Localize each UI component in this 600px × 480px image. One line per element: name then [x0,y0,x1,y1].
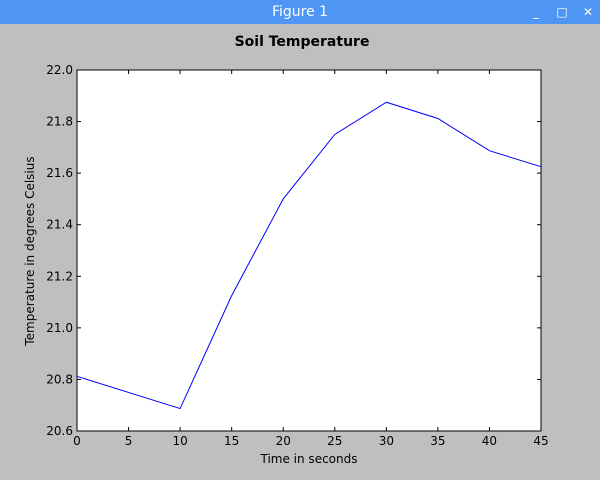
x-tick-label: 25 [327,434,342,448]
x-axis-ticks: 0 5 10 15 20 25 30 35 40 45 [73,70,549,448]
chart-title: Soil Temperature [235,34,370,50]
y-tick-label: 20.8 [46,372,73,386]
x-tick-label: 20 [276,434,291,448]
x-tick-label: 0 [73,434,81,448]
y-axis-ticks: 20.6 20.8 21.0 21.2 21.4 21.6 21.8 22.0 [46,63,541,438]
x-tick-label: 5 [125,434,133,448]
y-tick-label: 22.0 [46,63,73,77]
window-title: Figure 1 [271,4,329,20]
x-tick-label: 40 [482,434,497,448]
x-tick-label: 45 [533,434,548,448]
x-axis-label: Time in seconds [260,452,358,466]
y-tick-label: 20.6 [46,424,73,438]
figure-canvas: Soil Temperature 0 5 10 15 20 25 30 35 40 45 20.6… [3,25,597,476]
y-tick-label: 21.2 [46,269,73,283]
minimize-button[interactable]: _ [533,5,539,19]
chart-svg: Soil Temperature 0 5 10 15 20 25 30 35 40 45 20.6… [23,34,549,466]
window-controls: _ □ ✕ [530,0,594,24]
x-tick-label: 10 [172,434,187,448]
x-tick-label: 35 [430,434,445,448]
series-line [76,101,542,410]
y-tick-label: 21.4 [46,218,73,232]
maximize-button[interactable]: □ [556,5,568,19]
series-group [76,101,542,410]
x-tick-label: 15 [224,434,239,448]
plot-area [76,69,542,432]
title-bar: Figure 1 _ □ ✕ [0,0,600,24]
y-axis-label: Temperature in degrees Celsius [23,156,37,346]
y-tick-label: 21.8 [46,115,73,129]
x-tick-label: 30 [379,434,394,448]
y-tick-label: 21.0 [46,321,73,335]
y-tick-label: 21.6 [46,166,73,180]
close-button[interactable]: ✕ [582,5,594,19]
